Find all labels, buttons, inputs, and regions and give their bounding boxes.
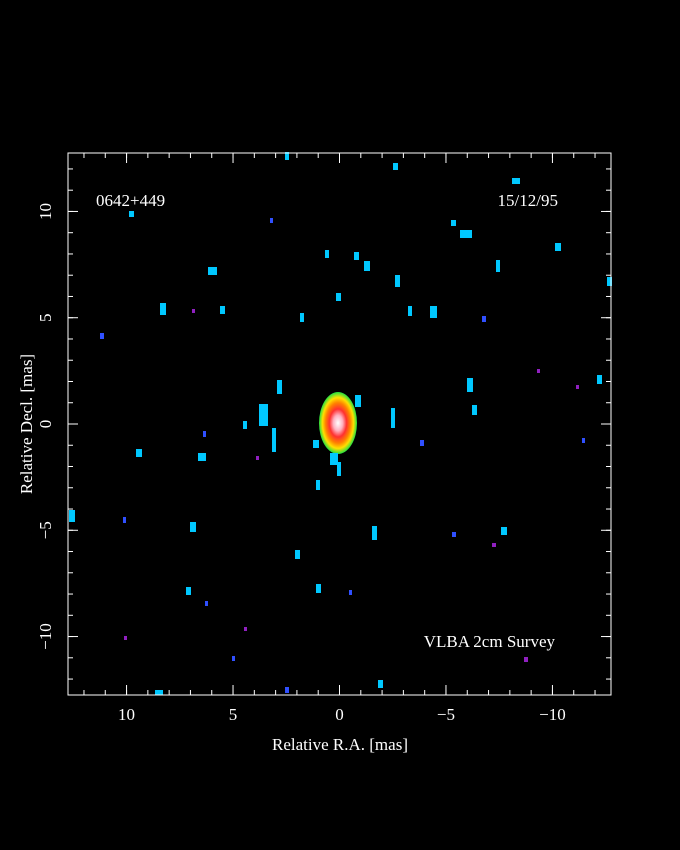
- y-tick-label: −10: [36, 623, 55, 650]
- date: 15/12/95: [498, 191, 558, 210]
- x-tick-label: 0: [335, 705, 344, 724]
- noise: [124, 309, 579, 662]
- source-name: 0642+449: [96, 191, 165, 210]
- x-tick-label: 10: [118, 705, 135, 724]
- noise: [69, 152, 612, 695]
- image-features: [69, 152, 612, 695]
- y-tick-label: 10: [36, 203, 55, 220]
- x-tick-label: −10: [539, 705, 566, 724]
- y-tick-label: 5: [36, 313, 55, 322]
- noise: [100, 218, 585, 693]
- y-tick-label: 0: [36, 420, 55, 429]
- y-tick-label: −5: [36, 521, 55, 539]
- x-tick-label: 5: [229, 705, 238, 724]
- y-axis-label: Relative Decl. [mas]: [17, 354, 36, 494]
- x-tick-label: −5: [437, 705, 455, 724]
- core: [319, 392, 357, 454]
- survey: VLBA 2cm Survey: [424, 632, 556, 651]
- x-axis-label: Relative R.A. [mas]: [272, 735, 408, 754]
